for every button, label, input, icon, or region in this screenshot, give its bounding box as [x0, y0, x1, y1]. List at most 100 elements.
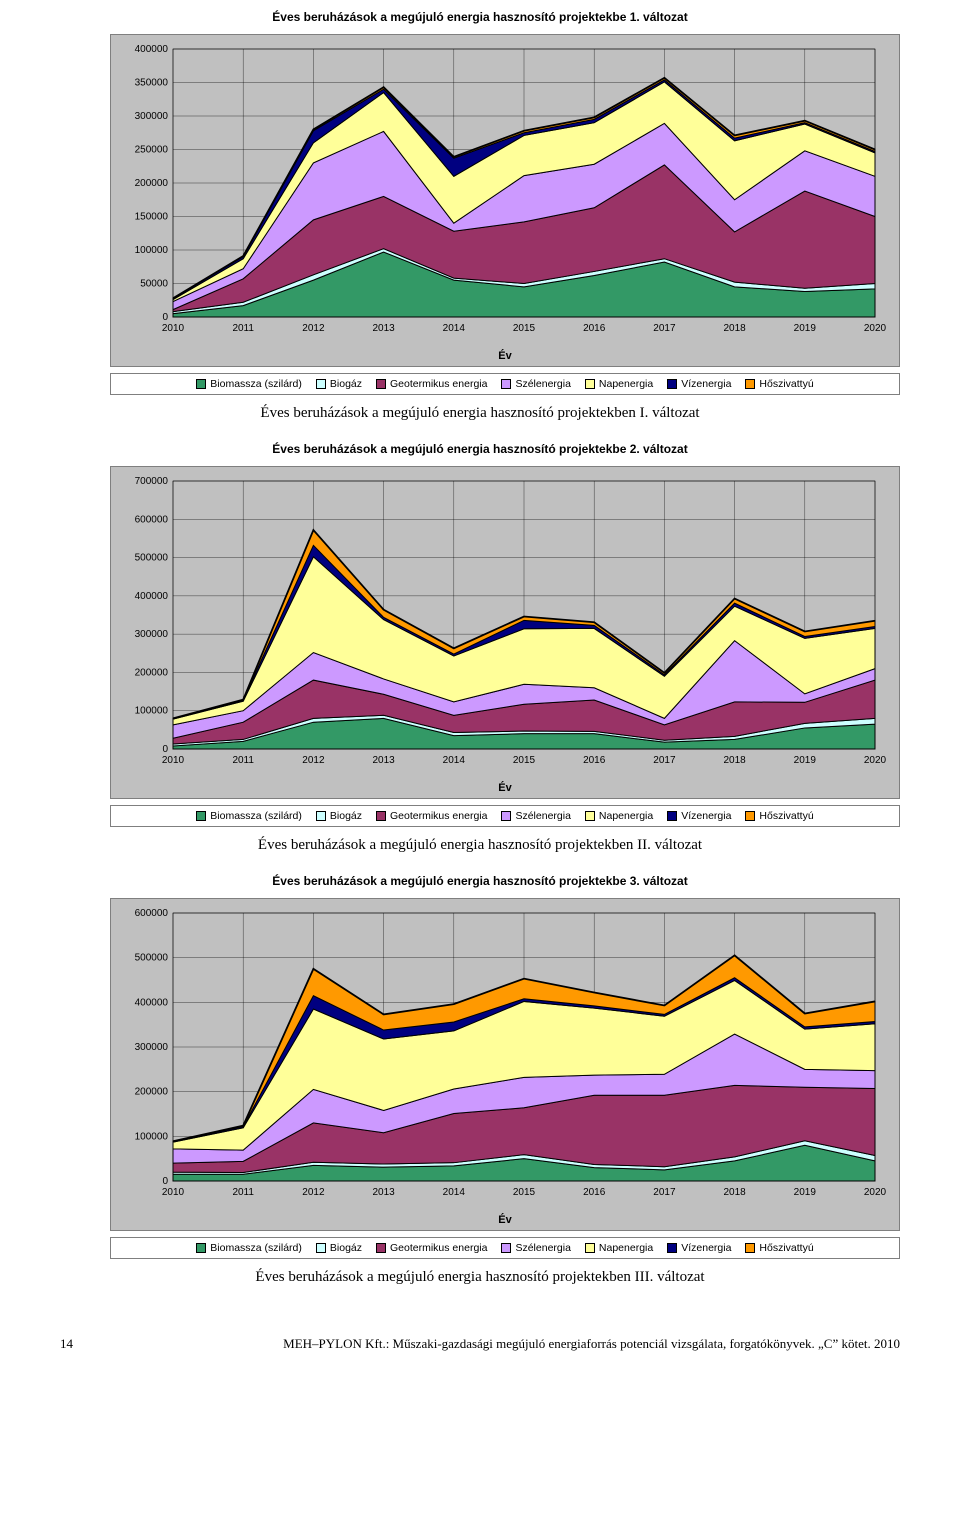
chart-caption: Éves beruházások a megújuló energia hasz…: [60, 837, 900, 854]
svg-text:400000: 400000: [135, 44, 169, 55]
plot-area: 0100000200000300000400000500000600000700…: [110, 466, 900, 799]
x-axis-label: Év: [119, 350, 891, 362]
svg-text:2019: 2019: [794, 1187, 817, 1198]
svg-text:0: 0: [162, 312, 168, 323]
svg-text:0: 0: [162, 744, 168, 755]
plot-area: 0 100000 200000 300000 400000 500000 600000 201…: [110, 898, 900, 1231]
svg-text:2014: 2014: [443, 755, 466, 766]
svg-text:2014: 2014: [443, 323, 466, 334]
chart-block-2: Éves beruházások a megújuló energia hasz…: [60, 442, 900, 854]
legend-item: Geotermikus energia: [376, 1242, 487, 1254]
legend-item: Napenergia: [585, 810, 653, 822]
chart-legend: Biomassza (szilárd) Biogáz Geotermikus ene…: [110, 373, 900, 395]
svg-text:200000: 200000: [135, 667, 169, 678]
svg-text:2010: 2010: [162, 755, 185, 766]
legend-item: Hőszivattyú: [745, 1242, 813, 1254]
svg-text:2020: 2020: [864, 323, 887, 334]
chart-block-3: Éves beruházások a megújuló energia hasz…: [60, 874, 900, 1286]
svg-text:2011: 2011: [232, 755, 254, 766]
svg-text:2012: 2012: [302, 323, 325, 334]
svg-text:500000: 500000: [135, 953, 169, 964]
legend-item: Biogáz: [316, 1242, 362, 1254]
legend-item: Biomassza (szilárd): [196, 810, 302, 822]
legend-item: Biomassza (szilárd): [196, 1242, 302, 1254]
page-number: 14: [60, 1336, 90, 1352]
area-chart: 0100000200000300000400000500000600000700…: [119, 475, 891, 775]
svg-text:2013: 2013: [372, 1187, 395, 1198]
chart-title: Éves beruházások a megújuló energia hasz…: [60, 874, 900, 888]
svg-text:100000: 100000: [135, 1131, 169, 1142]
svg-text:2012: 2012: [302, 755, 325, 766]
svg-text:2015: 2015: [513, 323, 536, 334]
svg-text:350000: 350000: [135, 78, 169, 89]
svg-text:400000: 400000: [135, 997, 169, 1008]
svg-text:2013: 2013: [372, 755, 395, 766]
chart-title: Éves beruházások a megújuló energia hasz…: [60, 442, 900, 456]
svg-text:2011: 2011: [232, 1187, 254, 1198]
x-axis-label: Év: [119, 1214, 891, 1226]
legend-item: Geotermikus energia: [376, 378, 487, 390]
svg-text:0: 0: [162, 1176, 168, 1187]
svg-text:2020: 2020: [864, 755, 887, 766]
svg-text:150000: 150000: [135, 212, 169, 223]
legend-item: Hőszivattyú: [745, 378, 813, 390]
chart-legend: Biomassza (szilárd) Biogáz Geotermikus ene…: [110, 1237, 900, 1259]
legend-item: Vízenergia: [667, 378, 731, 390]
svg-text:2019: 2019: [794, 323, 817, 334]
area-chart: 0 100000 200000 300000 400000 500000 600000 201…: [119, 907, 891, 1207]
svg-text:2014: 2014: [443, 1187, 466, 1198]
legend-item: Biogáz: [316, 378, 362, 390]
svg-text:500000: 500000: [135, 553, 169, 564]
chart-legend: Biomassza (szilárd) Biogáz Geotermikus ene…: [110, 805, 900, 827]
legend-item: Vízenergia: [667, 1242, 731, 1254]
chart-caption: Éves beruházások a megújuló energia hasz…: [60, 1269, 900, 1286]
chart-title: Éves beruházások a megújuló energia hasz…: [60, 10, 900, 24]
svg-text:2017: 2017: [653, 755, 676, 766]
svg-text:2013: 2013: [372, 323, 395, 334]
svg-text:300000: 300000: [135, 1042, 169, 1053]
chart-block-1: Éves beruházások a megújuló energia hasz…: [60, 10, 900, 422]
svg-text:600000: 600000: [135, 514, 169, 525]
svg-text:2010: 2010: [162, 1187, 185, 1198]
svg-text:2011: 2011: [232, 323, 254, 334]
chart-caption: Éves beruházások a megújuló energia hasz…: [60, 405, 900, 422]
svg-text:300000: 300000: [135, 629, 169, 640]
svg-text:200000: 200000: [135, 1087, 169, 1098]
svg-text:2016: 2016: [583, 323, 606, 334]
legend-item: Napenergia: [585, 1242, 653, 1254]
svg-text:2020: 2020: [864, 1187, 887, 1198]
svg-text:2018: 2018: [723, 323, 746, 334]
svg-text:600000: 600000: [135, 908, 169, 919]
legend-item: Vízenergia: [667, 810, 731, 822]
svg-text:200000: 200000: [135, 178, 169, 189]
legend-item: Geotermikus energia: [376, 810, 487, 822]
legend-item: Szélenergia: [501, 378, 570, 390]
legend-item: Szélenergia: [501, 810, 570, 822]
svg-text:2018: 2018: [723, 1187, 746, 1198]
svg-text:2010: 2010: [162, 323, 185, 334]
svg-text:2012: 2012: [302, 1187, 325, 1198]
svg-text:2017: 2017: [653, 1187, 676, 1198]
legend-item: Hőszivattyú: [745, 810, 813, 822]
svg-text:300000: 300000: [135, 111, 169, 122]
svg-text:50000: 50000: [140, 279, 168, 290]
svg-text:2019: 2019: [794, 755, 817, 766]
svg-text:700000: 700000: [135, 476, 169, 487]
svg-text:100000: 100000: [135, 245, 169, 256]
svg-text:2016: 2016: [583, 1187, 606, 1198]
svg-text:2018: 2018: [723, 755, 746, 766]
svg-text:2015: 2015: [513, 1187, 536, 1198]
area-chart: 0 50000 100000 150000 200000 250000 300000 3500…: [119, 43, 891, 343]
legend-item: Biomassza (szilárd): [196, 378, 302, 390]
svg-text:2016: 2016: [583, 755, 606, 766]
svg-text:2015: 2015: [513, 755, 536, 766]
svg-text:2017: 2017: [653, 323, 676, 334]
footer-text: MEH–PYLON Kft.: Műszaki-gazdasági megúju…: [283, 1336, 900, 1352]
legend-item: Szélenergia: [501, 1242, 570, 1254]
svg-text:400000: 400000: [135, 591, 169, 602]
plot-area: 0 50000 100000 150000 200000 250000 300000 3500…: [110, 34, 900, 367]
svg-text:250000: 250000: [135, 145, 169, 156]
legend-item: Napenergia: [585, 378, 653, 390]
x-axis-label: Év: [119, 782, 891, 794]
legend-item: Biogáz: [316, 810, 362, 822]
